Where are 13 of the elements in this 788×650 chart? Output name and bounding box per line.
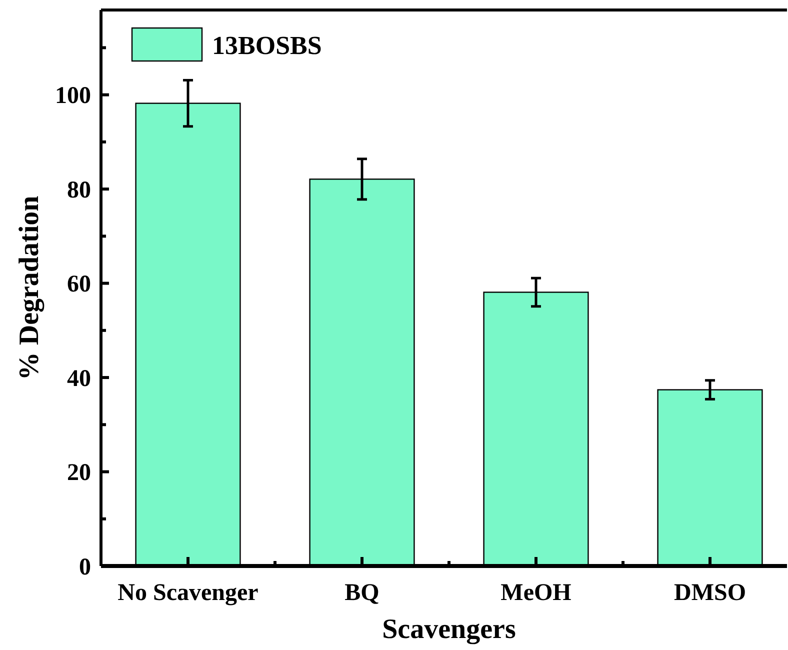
x-tick-label: MeOH: [500, 580, 572, 606]
x-axis-title: Scavengers: [382, 614, 516, 645]
x-tick-label: BQ: [344, 580, 380, 606]
legend-label: 13BOSBS: [212, 31, 322, 60]
y-axis-title: % Degradation: [14, 195, 45, 380]
y-tick-label: 0: [79, 554, 91, 580]
y-tick-label: 80: [67, 177, 91, 204]
y-tick-label: 40: [67, 366, 91, 392]
y-tick-label: 60: [67, 272, 91, 298]
x-tick-label: No Scavenger: [118, 580, 259, 606]
x-tick-label: DMSO: [674, 580, 746, 606]
y-tick-label: 20: [67, 460, 91, 486]
y-tick-label: 100: [55, 83, 91, 110]
